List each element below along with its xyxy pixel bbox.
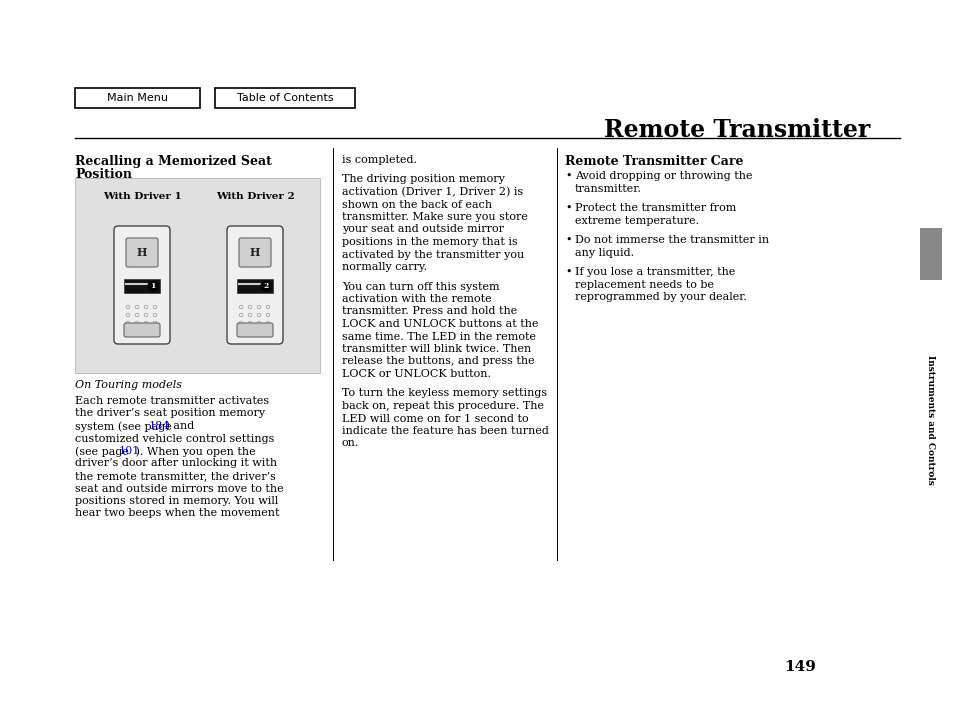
Text: •: •	[564, 267, 571, 277]
Text: 101: 101	[118, 446, 140, 456]
Text: Protect the transmitter from: Protect the transmitter from	[575, 203, 736, 213]
Text: 1: 1	[151, 282, 155, 290]
Text: LOCK and UNLOCK buttons at the: LOCK and UNLOCK buttons at the	[341, 319, 537, 329]
Text: customized vehicle control settings: customized vehicle control settings	[75, 434, 274, 444]
FancyBboxPatch shape	[227, 226, 283, 344]
FancyBboxPatch shape	[126, 238, 158, 267]
Text: If you lose a transmitter, the: If you lose a transmitter, the	[575, 267, 735, 277]
Circle shape	[261, 281, 271, 291]
Text: 2: 2	[263, 282, 269, 290]
FancyBboxPatch shape	[236, 323, 273, 337]
Text: Instruments and Controls: Instruments and Controls	[925, 355, 935, 485]
Text: your seat and outside mirror: your seat and outside mirror	[341, 224, 503, 234]
Text: activation (Driver 1, Driver 2) is: activation (Driver 1, Driver 2) is	[341, 187, 522, 197]
Text: With Driver 2: With Driver 2	[215, 192, 294, 201]
Text: You can turn off this system: You can turn off this system	[341, 281, 499, 292]
Bar	[214, 88, 355, 108]
Text: Remote Transmitter Care: Remote Transmitter Care	[564, 155, 742, 168]
Text: activated by the transmitter you: activated by the transmitter you	[341, 249, 524, 259]
Text: Remote Transmitter: Remote Transmitter	[603, 118, 869, 142]
Text: Position: Position	[75, 168, 132, 181]
Text: indicate the feature has been turned: indicate the feature has been turned	[341, 426, 548, 436]
Text: release the buttons, and press the: release the buttons, and press the	[341, 356, 534, 366]
Text: any liquid.: any liquid.	[575, 248, 634, 258]
FancyBboxPatch shape	[113, 226, 170, 344]
Text: 149: 149	[783, 660, 815, 674]
Text: LOCK or UNLOCK button.: LOCK or UNLOCK button.	[341, 369, 491, 379]
Text: shown on the back of each: shown on the back of each	[341, 200, 492, 209]
Text: same time. The LED in the remote: same time. The LED in the remote	[341, 332, 536, 342]
Text: ). When you open the: ). When you open the	[132, 446, 254, 457]
Text: Main Menu: Main Menu	[107, 93, 168, 103]
Text: •: •	[564, 235, 571, 245]
Text: system (see page: system (see page	[75, 421, 175, 432]
Text: normally carry.: normally carry.	[341, 262, 427, 272]
Bar	[124, 279, 160, 293]
Text: on.: on.	[341, 439, 359, 449]
Text: ) and: ) and	[162, 421, 194, 431]
Text: H: H	[136, 247, 147, 258]
Text: (see page: (see page	[75, 446, 132, 457]
Text: •: •	[564, 171, 571, 181]
Text: transmitter. Make sure you store: transmitter. Make sure you store	[341, 212, 527, 222]
Text: Do not immerse the transmitter in: Do not immerse the transmitter in	[575, 235, 768, 245]
Text: •: •	[564, 203, 571, 213]
Text: 184: 184	[149, 421, 171, 431]
Text: is completed.: is completed.	[341, 155, 416, 165]
Text: LED will come on for 1 second to: LED will come on for 1 second to	[341, 413, 528, 423]
Text: Avoid dropping or throwing the: Avoid dropping or throwing the	[575, 171, 752, 181]
FancyBboxPatch shape	[239, 238, 271, 267]
Text: reprogrammed by your dealer.: reprogrammed by your dealer.	[575, 292, 746, 302]
Bar	[75, 88, 200, 108]
Text: positions in the memory that is: positions in the memory that is	[341, 237, 517, 247]
Text: The driving position memory: The driving position memory	[341, 175, 504, 185]
Text: Table of Contents: Table of Contents	[236, 93, 333, 103]
Text: hear two beeps when the movement: hear two beeps when the movement	[75, 508, 279, 518]
Text: transmitter. Press and hold the: transmitter. Press and hold the	[341, 307, 517, 317]
Text: transmitter will blink twice. Then: transmitter will blink twice. Then	[341, 344, 531, 354]
Text: Recalling a Memorized Seat: Recalling a Memorized Seat	[75, 155, 272, 168]
Text: To turn the keyless memory settings: To turn the keyless memory settings	[341, 388, 547, 398]
Bar	[919, 228, 941, 280]
Bar	[236, 279, 273, 293]
Bar	[75, 178, 319, 373]
Text: driver’s door after unlocking it with: driver’s door after unlocking it with	[75, 459, 276, 469]
Text: positions stored in memory. You will: positions stored in memory. You will	[75, 496, 278, 506]
Text: activation with the remote: activation with the remote	[341, 294, 491, 304]
FancyBboxPatch shape	[124, 323, 160, 337]
Text: Each remote transmitter activates: Each remote transmitter activates	[75, 396, 269, 406]
Text: On Touring models: On Touring models	[75, 380, 182, 390]
Text: seat and outside mirrors move to the: seat and outside mirrors move to the	[75, 484, 283, 493]
Circle shape	[148, 281, 158, 291]
Text: extreme temperature.: extreme temperature.	[575, 216, 699, 226]
Text: replacement needs to be: replacement needs to be	[575, 280, 713, 290]
Text: the driver’s seat position memory: the driver’s seat position memory	[75, 408, 265, 418]
Text: back on, repeat this procedure. The: back on, repeat this procedure. The	[341, 401, 543, 411]
Text: H: H	[250, 247, 260, 258]
Text: transmitter.: transmitter.	[575, 183, 641, 194]
Text: With Driver 1: With Driver 1	[103, 192, 181, 201]
Text: the remote transmitter, the driver’s: the remote transmitter, the driver’s	[75, 471, 275, 481]
